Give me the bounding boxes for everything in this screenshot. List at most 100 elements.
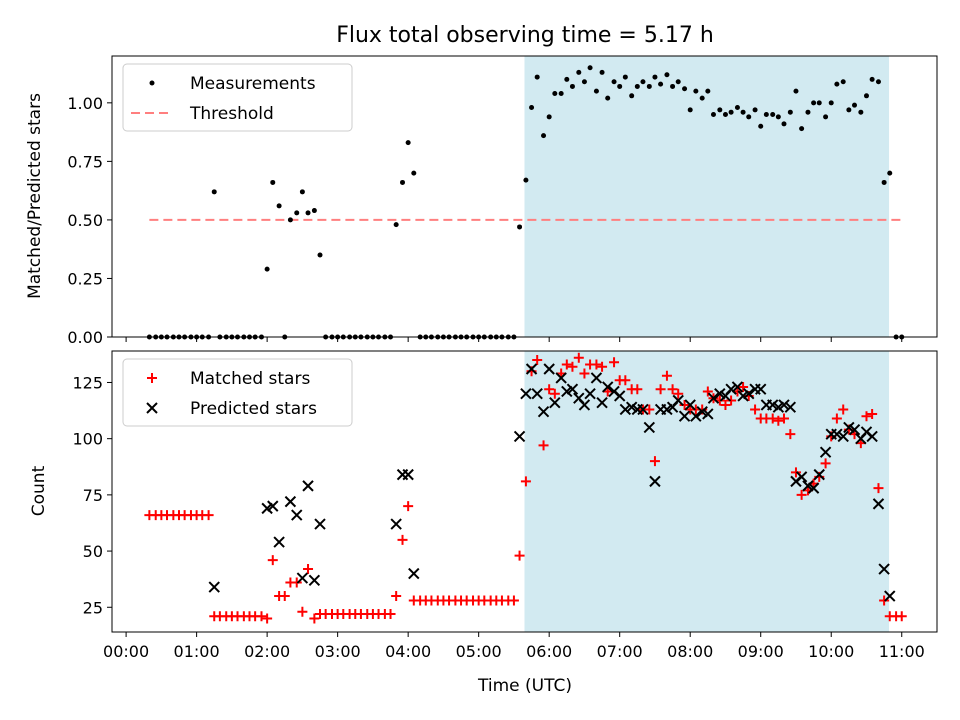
measurement-point <box>793 89 798 94</box>
x-tick-label: 10:00 <box>808 642 854 661</box>
measurement-point <box>265 267 270 272</box>
measurement-point <box>887 171 892 176</box>
measurement-point <box>312 208 317 213</box>
measurement-point <box>688 107 693 112</box>
measurement-point <box>294 210 299 215</box>
measurement-point <box>846 107 851 112</box>
measurement-point <box>693 89 698 94</box>
measurement-point <box>799 126 804 131</box>
top-y-tick-label: 0.00 <box>67 328 103 347</box>
measurement-point <box>612 79 617 84</box>
x-tick-label: 01:00 <box>174 642 220 661</box>
measurement-point <box>564 77 569 82</box>
measurement-point <box>770 112 775 117</box>
top-legend-label: Measurements <box>190 74 316 94</box>
measurement-point <box>652 75 657 80</box>
measurement-point <box>582 79 587 84</box>
measurement-point <box>776 114 781 119</box>
bottom-legend: Matched stars Predicted stars <box>123 359 352 426</box>
measurement-point <box>400 180 405 185</box>
measurement-point <box>711 112 716 117</box>
bottom-legend-label: Matched stars <box>190 369 310 389</box>
measurement-point <box>864 93 869 98</box>
measurement-point <box>781 121 786 126</box>
measurement-point <box>705 89 710 94</box>
measurement-point <box>670 84 675 89</box>
legend-measurements-swatch <box>150 81 155 86</box>
measurement-point <box>876 79 881 84</box>
measurement-point <box>605 96 610 101</box>
measurement-point <box>805 110 810 115</box>
measurement-point <box>529 105 534 110</box>
measurement-point <box>882 180 887 185</box>
measurement-point <box>640 79 645 84</box>
measurement-point <box>823 114 828 119</box>
measurement-point <box>623 75 628 80</box>
x-tick-label: 07:00 <box>597 642 643 661</box>
top-shaded-region <box>525 56 890 337</box>
measurement-point <box>394 222 399 227</box>
x-tick-label: 03:00 <box>315 642 361 661</box>
top-y-tick-label: 0.75 <box>67 152 103 171</box>
top-y-tick-label: 1.00 <box>67 94 103 113</box>
measurement-point <box>753 107 758 112</box>
top-observing-window <box>525 56 890 337</box>
measurement-point <box>729 110 734 115</box>
measurement-point <box>858 110 863 115</box>
measurement-point <box>277 203 282 208</box>
measurement-point <box>676 79 681 84</box>
measurement-point <box>406 140 411 145</box>
measurement-point <box>617 84 622 89</box>
measurement-point <box>700 96 705 101</box>
measurement-point <box>658 82 663 87</box>
measurement-point <box>764 112 769 117</box>
x-axis-label: Time (UTC) <box>477 676 572 696</box>
measurement-point <box>647 84 652 89</box>
measurement-point <box>811 100 816 105</box>
measurement-point <box>788 110 793 115</box>
bottom-y-tick-label: 25 <box>83 598 103 617</box>
measurement-point <box>576 70 581 75</box>
measurement-point <box>682 86 687 91</box>
bottom-y-axis-label: Count <box>29 465 49 516</box>
top-y-tick-label: 0.50 <box>67 211 103 230</box>
measurement-point <box>852 103 857 108</box>
bottom-observing-window <box>525 351 890 632</box>
x-tick-label: 09:00 <box>738 642 784 661</box>
measurement-point <box>517 224 522 229</box>
measurement-point <box>559 91 564 96</box>
measurement-point <box>817 100 822 105</box>
chart-title: Flux total observing time = 5.17 h <box>336 23 714 48</box>
measurement-point <box>523 178 528 183</box>
measurement-point <box>746 114 751 119</box>
measurement-point <box>600 70 605 75</box>
measurement-point <box>635 84 640 89</box>
measurement-point <box>306 210 311 215</box>
x-tick-label: 05:00 <box>456 642 502 661</box>
bottom-y-tick-label: 125 <box>72 373 103 392</box>
measurement-point <box>552 91 557 96</box>
measurement-point <box>547 114 552 119</box>
measurement-point <box>834 82 839 87</box>
measurement-point <box>735 105 740 110</box>
bottom-legend-label: Predicted stars <box>190 399 317 419</box>
measurement-point <box>570 84 575 89</box>
x-tick-label: 11:00 <box>879 642 925 661</box>
measurement-point <box>717 107 722 112</box>
x-tick-label: 00:00 <box>103 642 149 661</box>
top-y-tick-label: 0.25 <box>67 269 103 288</box>
measurement-point <box>829 100 834 105</box>
x-tick-label: 08:00 <box>667 642 713 661</box>
bottom-y-tick-label: 50 <box>83 542 103 561</box>
measurement-point <box>741 110 746 115</box>
measurement-point <box>870 77 875 82</box>
measurement-point <box>300 189 305 194</box>
x-tick-label: 04:00 <box>385 642 431 661</box>
bottom-y-tick-label: 100 <box>72 430 103 449</box>
measurement-point <box>288 217 293 222</box>
x-tick-label: 06:00 <box>526 642 572 661</box>
measurement-point <box>664 72 669 77</box>
bottom-shaded-region <box>525 351 890 632</box>
measurement-point <box>535 75 540 80</box>
measurement-point <box>411 171 416 176</box>
